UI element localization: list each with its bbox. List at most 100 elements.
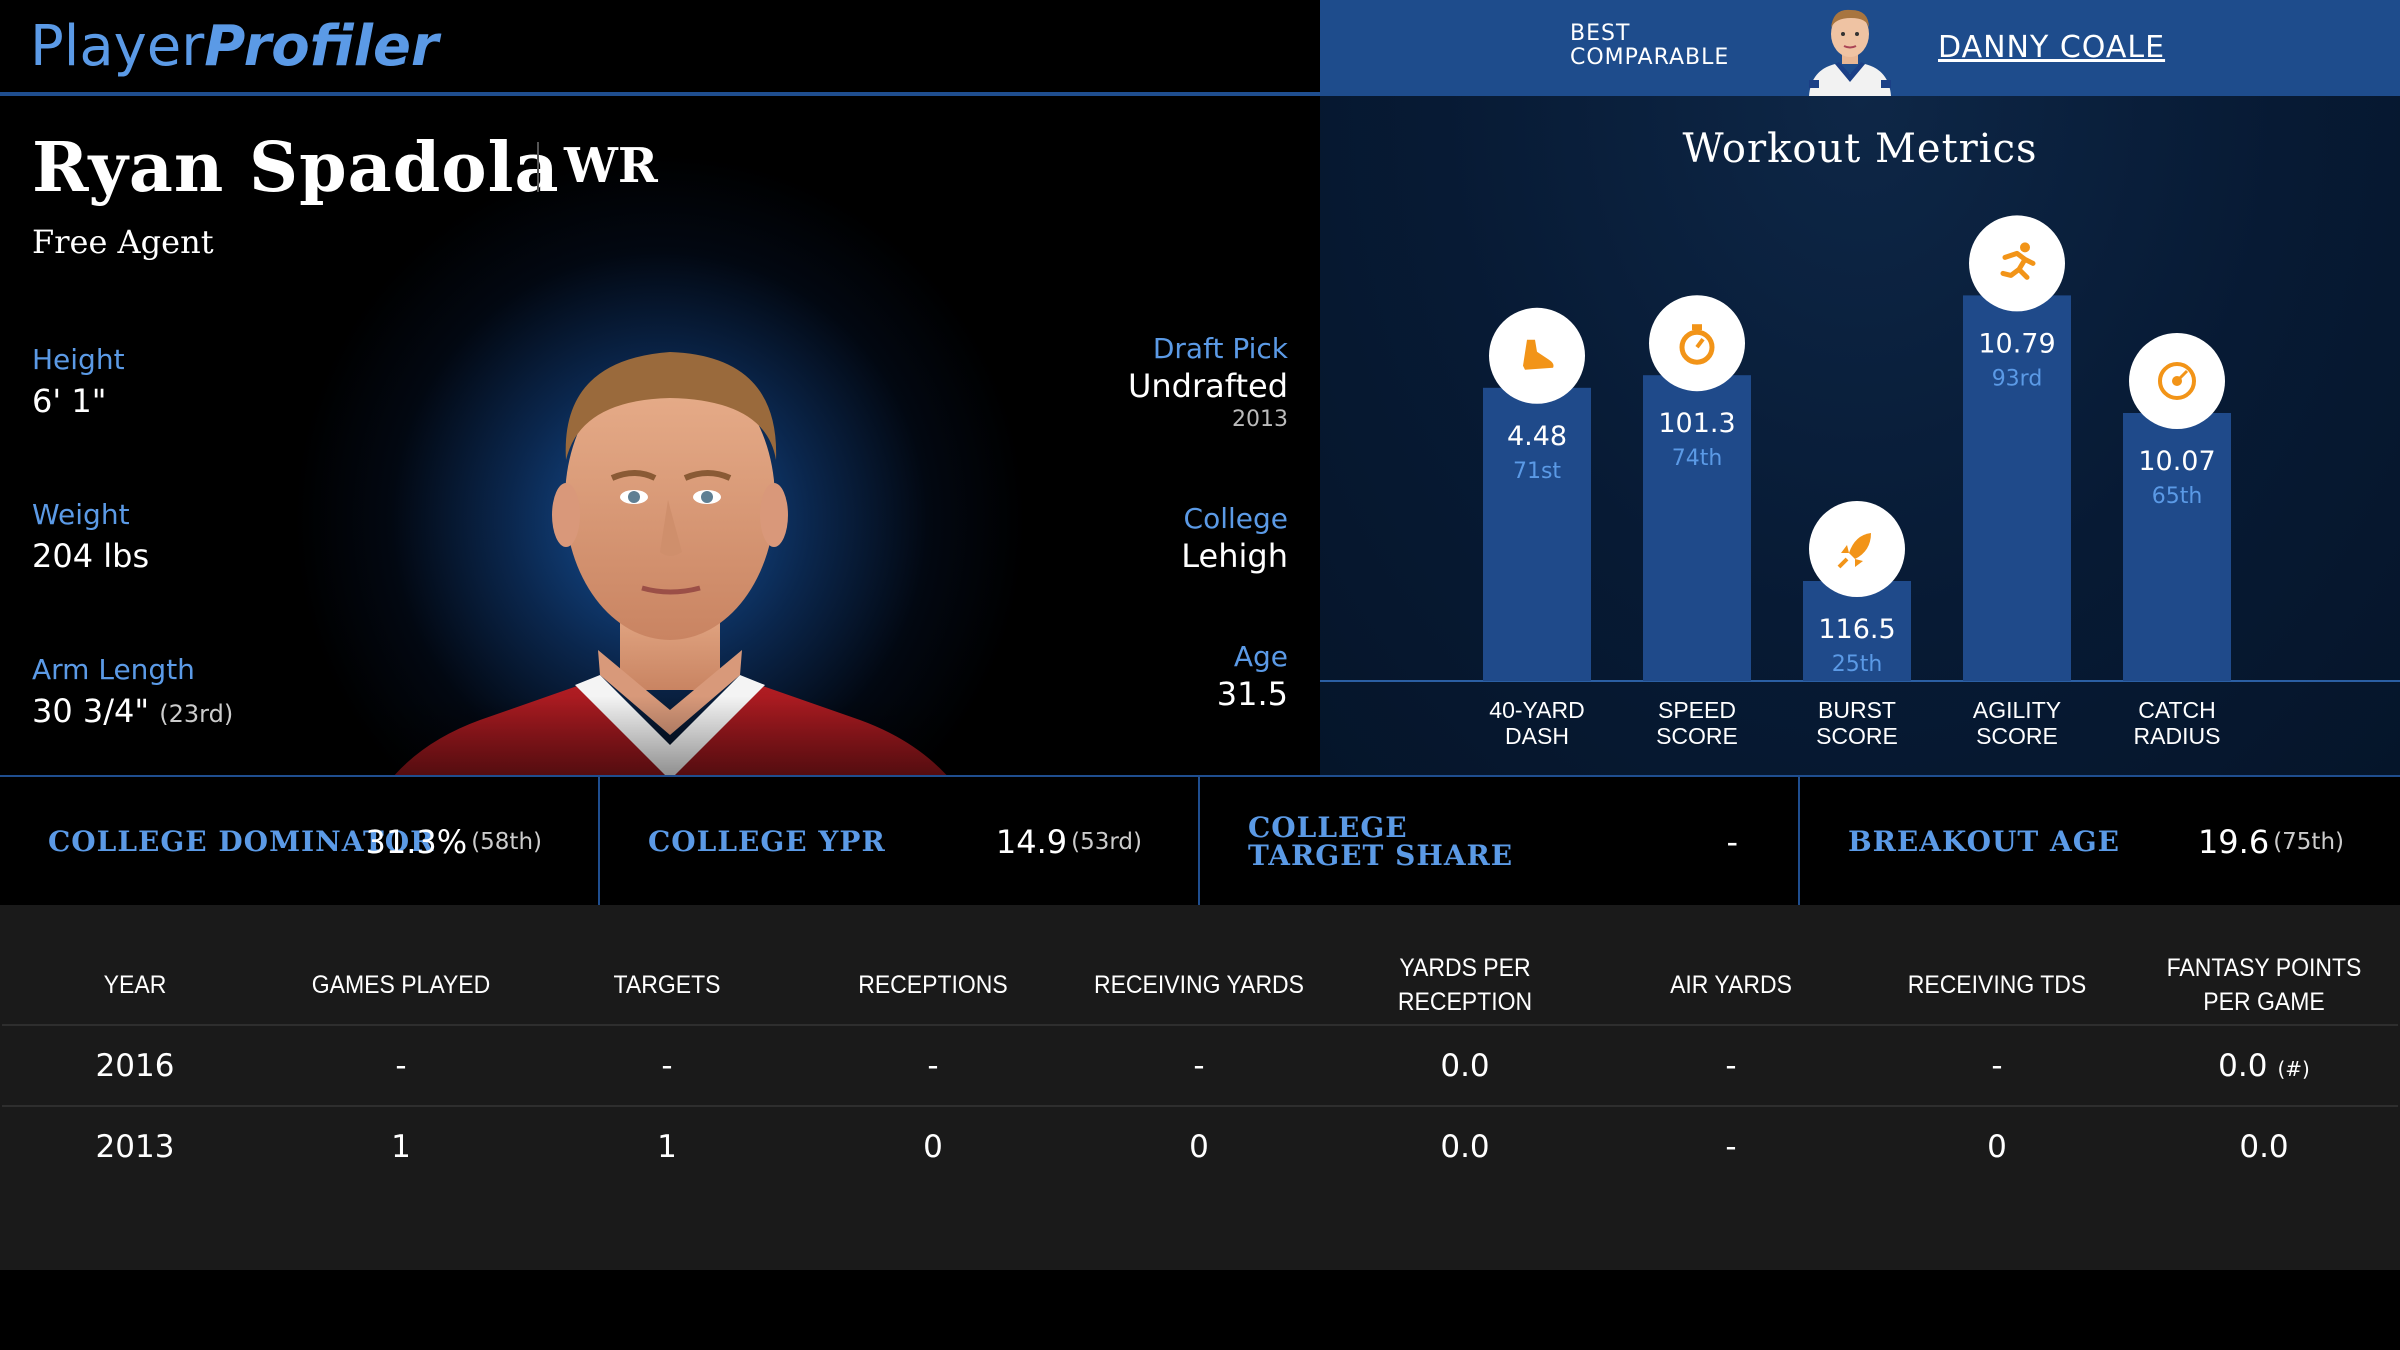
player-position: WR [564, 138, 658, 194]
cell: 1 [534, 1105, 800, 1187]
player-photo [330, 290, 1010, 775]
rocket-icon [1837, 533, 1871, 569]
comparable-player-link[interactable]: DANNY COALE [1938, 30, 2166, 65]
cell-fantasy-points: 0.0 [2130, 1105, 2398, 1187]
workout-rank: 74th [1672, 446, 1723, 471]
stat-label: COLLEGE YPR [648, 825, 886, 858]
stat-college-dominator: COLLEGE DOMINATOR 31.3% (58th) [0, 777, 600, 907]
workout-rank: 71st [1513, 459, 1561, 484]
workout-label: 40-YARD [1489, 697, 1584, 723]
stat-college-ypr: COLLEGE YPR 14.9 (53rd) [600, 777, 1200, 907]
draft-pick-value: Undrafted [1127, 367, 1288, 405]
page-footer-space [0, 1270, 2400, 1350]
col-header[interactable]: RECEPTIONS [858, 970, 1008, 999]
stat-value: 19.6 (75th) [2197, 823, 2344, 861]
cell: - [1598, 1105, 1864, 1187]
workout-value: 101.3 [1658, 408, 1735, 439]
cell: 0 [800, 1105, 1066, 1187]
workout-metrics-panel: Workout Metrics 4.48 71st 40-YARD DASH 101.3… [1320, 96, 2400, 775]
col-header[interactable]: AIR YARDS [1670, 970, 1792, 999]
workout-icon-circle [1969, 215, 2065, 312]
player-name: Ryan Spadola [32, 128, 560, 208]
workout-bar [1643, 375, 1751, 681]
workout-rank: 25th [1832, 652, 1883, 677]
workout-label: DASH [1505, 723, 1569, 749]
workout-value: 10.07 [2138, 446, 2215, 477]
col-header[interactable]: RECEIVING YARDS [1093, 970, 1305, 999]
col-header[interactable]: YEAR [103, 970, 167, 999]
cell: 1 [268, 1105, 534, 1187]
weight-attr: Weight 204 lbs [32, 498, 149, 575]
col-header[interactable]: TARGETS [613, 970, 721, 999]
cell-year: 2016 [2, 1024, 268, 1106]
workout-label: CATCH [2138, 697, 2216, 723]
cell: 0 [1066, 1105, 1332, 1187]
workout-label: SCORE [1656, 723, 1738, 749]
runner-icon [2000, 242, 2036, 280]
player-team: Free Agent [32, 223, 214, 261]
table-row: 2016 - - - - 0.0 - - 0.0 (#) [2, 1024, 2398, 1106]
stat-value: 31.3% (58th) [365, 823, 542, 861]
target-icon [2158, 362, 2196, 400]
col-header[interactable]: FANTASY POINTS PER GAME [2166, 953, 2362, 1016]
site-logo[interactable]: PlayerProfiler [30, 14, 439, 79]
shoe-icon [1523, 339, 1554, 370]
draft-pick-label: Draft Pick [1152, 332, 1288, 365]
age-attr: Age 31.5 [1217, 640, 1288, 713]
season-stats-table: YEAR GAMES PLAYED TARGETS RECEPTIONS REC… [2, 945, 2398, 1187]
workout-rank: 65th [2152, 484, 2203, 509]
arm-length-attr: Arm Length 30 3/4" (23rd) [32, 653, 233, 730]
stat-value: - [1726, 823, 1738, 861]
college-stats-bar: COLLEGE DOMINATOR 31.3% (58th) COLLEGE YP… [0, 775, 2400, 907]
workout-bar [1483, 387, 1591, 681]
cell: 0.0 [1332, 1024, 1598, 1106]
col-header[interactable]: YARDS PER RECEPTION [1397, 953, 1533, 1016]
stopwatch-icon [1679, 324, 1715, 365]
workout-label: SPEED [1658, 697, 1736, 723]
stat-breakout-age: BREAKOUT AGE 19.6 (75th) [1800, 777, 2400, 907]
col-header[interactable]: RECEIVING TDS [1907, 970, 2087, 999]
workout-title: Workout Metrics [1682, 126, 2038, 172]
header-bar: PlayerProfiler [0, 0, 1320, 96]
stat-label: COLLEGE DOMINATOR [48, 825, 435, 858]
workout-icon-circle [1649, 295, 1745, 392]
workout-label: BURST [1818, 697, 1896, 723]
cell: - [534, 1024, 800, 1106]
cell: - [800, 1024, 1066, 1106]
workout-rank: 93rd [1992, 366, 2043, 391]
workout-label: RADIUS [2134, 723, 2221, 749]
workout-value: 4.48 [1507, 421, 1567, 452]
cell: - [268, 1024, 534, 1106]
workout-bar [2123, 413, 2231, 681]
college-value: Lehigh [1181, 537, 1288, 575]
season-stats-section: YEAR GAMES PLAYED TARGETS RECEPTIONS REC… [0, 905, 2400, 1270]
player-profile-panel: Ryan Spadola WR Free Agent Height 6' 1" … [0, 100, 1320, 775]
weight-value: 204 lbs [32, 537, 150, 575]
footnote-mark[interactable]: (#) [2277, 1056, 2310, 1081]
cell: 0 [1864, 1105, 2130, 1187]
workout-value: 10.79 [1978, 328, 2055, 359]
stat-label: BREAKOUT AGE [1848, 825, 2120, 858]
cell: - [1598, 1024, 1864, 1106]
college-attr: College Lehigh [1181, 502, 1288, 575]
height-label: Height [32, 343, 125, 376]
comparable-avatar[interactable] [1795, 4, 1905, 96]
cell: - [1864, 1024, 2130, 1106]
workout-chart: 4.4871st40-YARDDASH101.374thSPEEDSCORE11… [1320, 215, 2400, 749]
cell-year: 2013 [2, 1105, 268, 1187]
col-header[interactable]: GAMES PLAYED [311, 970, 491, 999]
stat-value: 14.9 (53rd) [995, 823, 1142, 861]
draft-pick-attr: Draft Pick Undrafted 2013 [1128, 332, 1288, 432]
height-attr: Height 6' 1" [32, 343, 125, 420]
best-comparable-bar: BEST COMPARABLE DANNY COALE [1320, 0, 2400, 96]
age-value: 31.5 [1216, 675, 1288, 713]
draft-year: 2013 [1232, 407, 1288, 432]
workout-bar [1803, 581, 1911, 681]
age-label: Age [1233, 640, 1288, 673]
workout-bar [1963, 295, 2071, 681]
stat-college-target-share: COLLEGE TARGET SHARE - [1200, 777, 1800, 907]
workout-label: AGILITY [1973, 697, 2061, 723]
name-divider [537, 142, 539, 192]
stat-label: COLLEGE TARGET SHARE [1248, 811, 1514, 872]
cell-fantasy-points: 0.0 (#) [2130, 1024, 2398, 1106]
